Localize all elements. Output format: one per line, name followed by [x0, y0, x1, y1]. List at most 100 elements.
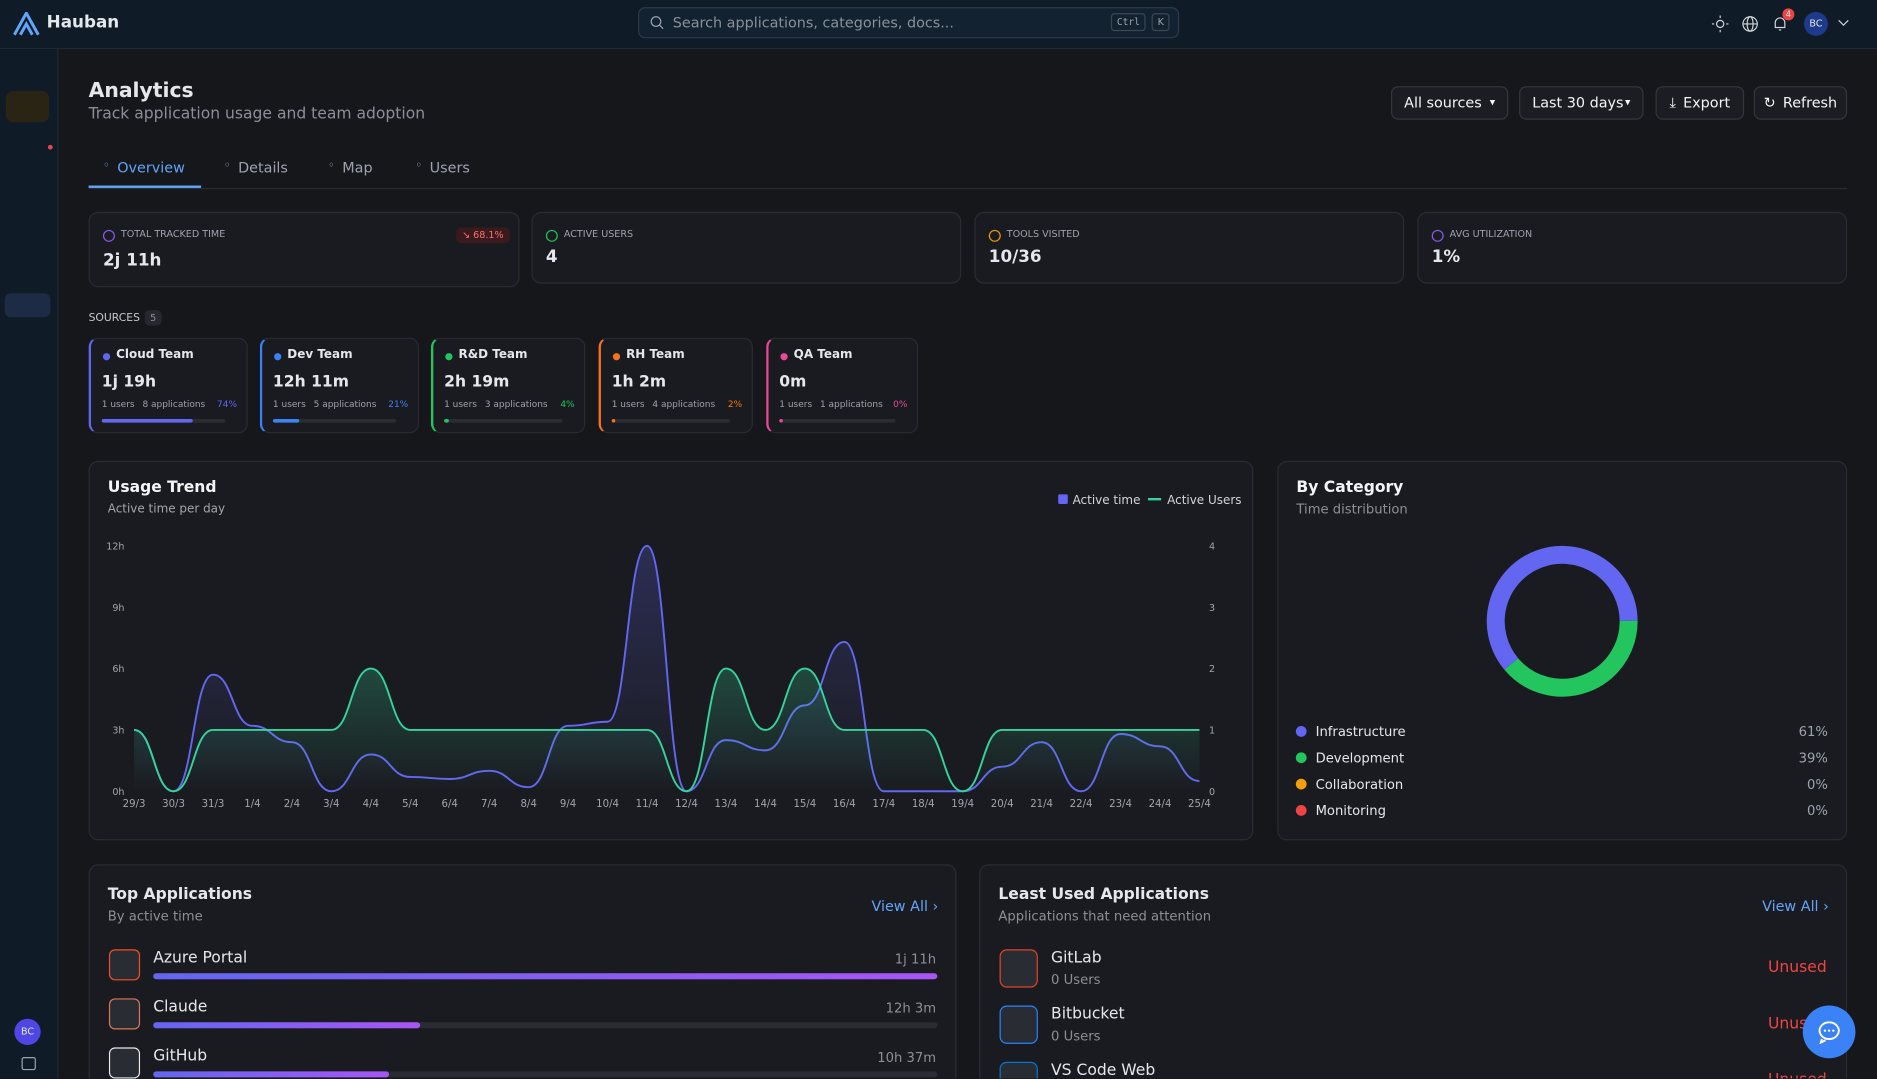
app-name: GitHub — [153, 1047, 208, 1066]
app-icon — [108, 998, 141, 1030]
source-dot — [274, 353, 282, 361]
x-tick-label: 8/4 — [520, 799, 536, 810]
card-title: Top Applications — [107, 885, 253, 904]
stat-card: ACTIVE USERS 4 — [531, 211, 962, 284]
source-apps: 1 applications — [819, 398, 883, 410]
theme-toggle[interactable] — [1711, 15, 1729, 33]
x-tick-label: 17/4 — [872, 799, 895, 810]
tab[interactable]: ◦ Map — [328, 159, 373, 176]
avatar[interactable]: BC — [1803, 11, 1828, 36]
stat-icon — [1431, 229, 1444, 242]
source-track — [444, 418, 563, 423]
source-card[interactable]: QA Team 0m 1 users 1 applications 0% — [766, 337, 919, 434]
source-bar — [779, 418, 783, 423]
y2-tick-label: 4 — [1209, 541, 1215, 552]
source-card[interactable]: R&D Team 2h 19m 1 users 3 applications 4% — [430, 337, 586, 434]
y-tick-label: 9h — [112, 603, 124, 614]
tab-label: Users — [429, 159, 470, 176]
legend-value: 61% — [1799, 725, 1828, 740]
app-icon — [999, 1005, 1038, 1044]
source-time: 1j 19h — [101, 373, 157, 392]
x-tick-label: 13/4 — [715, 799, 738, 810]
app-icon — [999, 1061, 1038, 1079]
brand: Hauban — [46, 13, 120, 33]
bell[interactable] — [1772, 16, 1789, 33]
sources-label: SOURCES — [88, 312, 140, 325]
x-tick-label: 12/4 — [675, 799, 698, 810]
source-name: Dev Team — [287, 348, 353, 362]
source-time: 2h 19m — [444, 373, 510, 392]
stat-card: TOTAL TRACKED TIME 2j 11h ↘ 68.1% — [88, 211, 520, 288]
x-tick-label: 11/4 — [636, 799, 659, 810]
chevron[interactable] — [1838, 19, 1850, 29]
source-bar — [272, 418, 299, 423]
sidebar: BC — [0, 49, 59, 1079]
tab[interactable]: ◦ Users — [415, 159, 469, 176]
tab-divider — [88, 187, 1848, 190]
tab-icon: ◦ — [327, 159, 336, 173]
source-users: 1 users — [101, 398, 135, 410]
app-time: 1j 11h — [894, 951, 937, 968]
x-tick-label: 22/4 — [1070, 799, 1093, 810]
x-tick-label: 9/4 — [560, 799, 576, 810]
app-icon — [108, 1047, 141, 1079]
source-name: RH Team — [626, 348, 685, 362]
x-tick-label: 20/4 — [991, 799, 1014, 810]
button-label: Export — [1683, 94, 1731, 112]
source-percent: 0% — [893, 398, 908, 410]
stat-value: 4 — [545, 247, 558, 267]
view-all[interactable]: View All › — [871, 897, 939, 915]
legend-dot — [1295, 805, 1307, 816]
least-used-card: Least Used Applications Applications tha… — [979, 864, 1848, 1079]
source-card[interactable]: Dev Team 12h 11m 1 users 5 applications 21% — [259, 337, 419, 434]
y2-tick-label: 1 — [1209, 726, 1215, 737]
source-card[interactable]: Cloud Team 1j 19h 1 users 8 applications 74% — [88, 337, 248, 434]
stat-card: TOOLS VISITED 10/36 — [974, 211, 1405, 284]
app-name: GitLab — [1051, 949, 1102, 968]
app-bar — [153, 1022, 420, 1029]
icon: ⤓ — [1669, 93, 1676, 111]
source-card[interactable]: RH Team 1h 2m 1 users 4 applications 2% — [598, 337, 753, 434]
source-users: 1 users — [272, 398, 306, 410]
page-title: Analytics — [88, 79, 194, 103]
x-tick-label: 3/4 — [323, 799, 339, 810]
app-users: 0 Users — [1051, 972, 1101, 988]
source-dot — [445, 353, 453, 361]
stat-badge: ↘ 68.1% — [456, 227, 510, 244]
language[interactable] — [1742, 16, 1759, 33]
tab[interactable]: ◦ Details — [224, 159, 288, 176]
nav-icon[interactable] — [21, 1057, 36, 1071]
x-tick-label: 29/3 — [123, 799, 146, 810]
period-filter[interactable]: Last 30 days ▾ — [1519, 86, 1644, 120]
search-box[interactable]: Search applications, categories, docs...… — [638, 7, 1180, 39]
source-dot — [612, 353, 621, 361]
chat-icon — [1818, 1021, 1840, 1044]
search-placeholder: Search applications, categories, docs... — [672, 14, 954, 32]
stat-icon — [102, 229, 115, 242]
filter-label: All sources — [1404, 94, 1482, 112]
source-filter[interactable]: All sources ▾ — [1390, 86, 1509, 120]
legend-label: Monitoring — [1316, 804, 1386, 819]
source-dot — [102, 353, 111, 361]
stat-value: 10/36 — [988, 247, 1042, 267]
tab[interactable]: ◦ Overview — [103, 159, 185, 176]
tab-icon: ◦ — [223, 159, 231, 173]
export-button[interactable]: ⤓ Export — [1655, 86, 1745, 120]
source-percent: 2% — [727, 398, 743, 410]
user-avatar[interactable]: BC — [14, 1018, 41, 1046]
chart-title: By Category — [1296, 478, 1403, 496]
chat-button[interactable] — [1802, 1005, 1856, 1059]
x-tick-label: 19/4 — [951, 799, 974, 810]
search-icon — [650, 16, 664, 30]
usage-card: Usage Trend Active time per day 0h 3h 6h 9h… — [88, 460, 1254, 841]
chart-subtitle: Active time per day — [108, 501, 225, 515]
view-all[interactable]: View All › — [1762, 897, 1829, 915]
chart-title: Usage Trend — [108, 478, 217, 496]
source-users: 1 users — [779, 398, 813, 410]
nav-active-workspace[interactable] — [5, 90, 50, 123]
nav-active — [4, 293, 51, 318]
legend-label: Collaboration — [1316, 778, 1404, 793]
refresh-button[interactable]: ↻ Refresh — [1753, 86, 1848, 120]
stat-icon — [545, 229, 558, 242]
